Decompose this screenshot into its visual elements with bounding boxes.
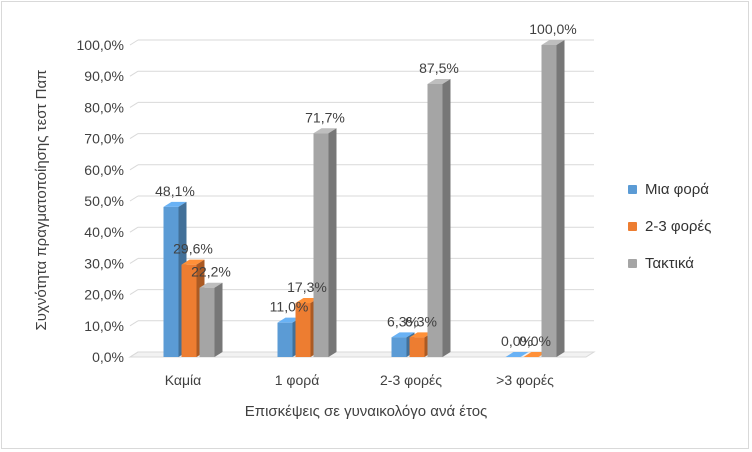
data-label: 22,2% (191, 264, 231, 280)
x-tick-label: Καμία (165, 372, 202, 388)
bar-top (391, 332, 415, 338)
x-axis-title: Επισκέψεις σε γυναικολόγο ανά έτος (245, 403, 488, 420)
bar (313, 133, 329, 357)
data-label: 87,5% (419, 60, 459, 76)
legend-item: 2-3 φορές (628, 215, 711, 237)
data-label: 6,3% (405, 313, 437, 329)
bar-top (523, 352, 547, 357)
gridline-side (129, 257, 139, 264)
data-label: 11,0% (270, 299, 309, 315)
bar-top (313, 128, 337, 134)
legend-label: Μια φορά (645, 180, 709, 198)
bar-top (409, 332, 433, 338)
y-tick-label: 100,0% (77, 37, 124, 53)
bar-top (541, 40, 565, 45)
y-tick-label: 70,0% (84, 131, 124, 147)
gridline-side (129, 39, 139, 46)
y-tick-label: 0,0% (92, 349, 124, 365)
legend-label: 2-3 φορές (645, 217, 712, 235)
gridline-side (129, 351, 139, 358)
bar-side (556, 40, 565, 357)
gridline-side (129, 70, 139, 77)
legend-item: Τακτικά (628, 252, 711, 274)
bar-top (181, 259, 205, 265)
y-tick-label: 60,0% (84, 162, 124, 178)
bar (541, 45, 557, 357)
bar-side (328, 128, 337, 357)
bar-top (295, 298, 319, 304)
bar (277, 322, 293, 357)
data-label: 17,3% (287, 279, 327, 295)
bar (163, 206, 179, 357)
bar-top (163, 201, 187, 207)
bar-top (277, 317, 301, 323)
y-tick-label: 90,0% (84, 68, 124, 84)
x-tick-label: >3 φορές (496, 372, 554, 388)
data-label: 0,0% (519, 333, 551, 349)
gridline-side (129, 289, 139, 296)
y-tick-label: 50,0% (84, 193, 124, 209)
bar-top (427, 79, 451, 84)
data-label: 48,1% (155, 183, 195, 199)
x-tick-label: 1 φορά (275, 372, 320, 388)
legend-item: Μια φορά (628, 178, 711, 200)
bar (409, 337, 425, 357)
legend-label: Τακτικά (645, 254, 694, 272)
data-label: 71,7% (305, 109, 345, 125)
bar-side (214, 282, 223, 357)
chart-legend: Μια φορά 2-3 φορές Τακτικά (628, 178, 711, 289)
data-label: 0,0% (501, 333, 533, 349)
bar-top (505, 352, 529, 357)
y-axis-title: Συχνότητα πραγματοποίησης τεστ Παπ (33, 70, 50, 331)
data-label: 100,0% (529, 21, 576, 37)
legend-swatch (628, 258, 637, 268)
x-tick-label: 2-3 φορές (380, 372, 442, 388)
bar (391, 337, 407, 357)
data-label: 29,6% (173, 241, 213, 257)
bar-top (199, 282, 223, 288)
bar (295, 303, 311, 357)
bar (181, 264, 197, 357)
bar-side (442, 79, 451, 357)
y-tick-label: 80,0% (84, 99, 124, 115)
legend-swatch (628, 221, 637, 231)
bar (427, 84, 443, 357)
gridline-side (129, 164, 139, 171)
y-tick-label: 40,0% (84, 224, 124, 240)
legend-swatch (628, 184, 637, 194)
gridline-side (129, 320, 139, 327)
y-tick-label: 10,0% (84, 318, 124, 334)
y-tick-label: 20,0% (84, 287, 124, 303)
gridline-side (129, 226, 139, 233)
y-tick-label: 30,0% (84, 255, 124, 271)
gridline-side (129, 101, 139, 108)
data-label: 6,3% (387, 313, 419, 329)
bar (199, 287, 215, 357)
gridline-side (129, 195, 139, 202)
gridline-side (129, 133, 139, 140)
